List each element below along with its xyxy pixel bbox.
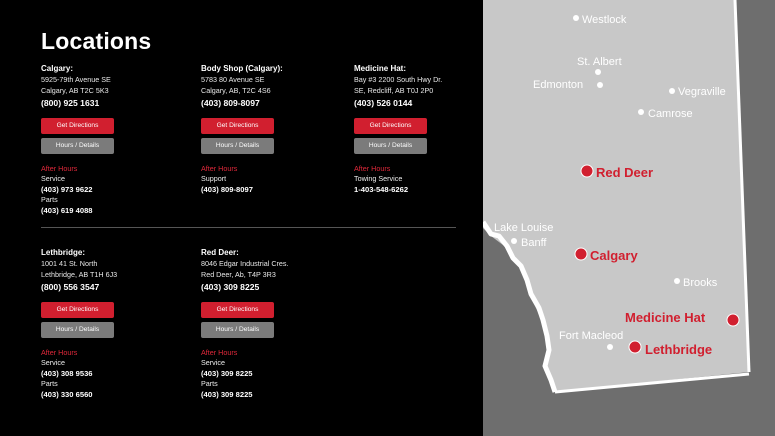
after-hours-service-phone[interactable]: (403) 973 9622 — [41, 185, 93, 194]
location-label-red-deer[interactable]: Red Deer — [596, 165, 653, 180]
address-line-1: Bay #3 2200 South Hwy Dr. — [354, 75, 443, 84]
city-dot — [607, 344, 613, 350]
province-border-south — [554, 372, 750, 394]
hours-details-button[interactable]: Hours / Details — [41, 138, 114, 154]
hours-details-button[interactable]: Hours / Details — [201, 138, 274, 154]
province-border-west — [483, 220, 558, 393]
address-line-2: SE, Redcliff, AB T0J 2P0 — [354, 86, 434, 95]
address-line-1: 5783 80 Avenue SE — [201, 75, 265, 84]
city-label: Vegraville — [678, 86, 726, 98]
city-dot — [674, 278, 680, 284]
get-directions-button[interactable]: Get Directions — [41, 302, 114, 318]
after-hours-support-label: Support — [201, 174, 227, 183]
after-hours-service-phone[interactable]: (403) 309 8225 — [201, 369, 253, 378]
after-hours-parts-label: Parts — [41, 195, 58, 204]
city-dot — [595, 69, 601, 75]
location-name: Medicine Hat: — [354, 64, 407, 73]
after-hours-label: After Hours — [41, 164, 78, 173]
get-directions-button[interactable]: Get Directions — [201, 302, 274, 318]
main-phone[interactable]: (800) 925 1631 — [41, 98, 100, 108]
city-label: St. Albert — [577, 56, 622, 68]
address-line-2: Calgary, AB, T2C 4S6 — [201, 86, 271, 95]
city-label: Camrose — [648, 108, 693, 120]
location-card-red-deer: Red Deer: 8046 Edgar Industrial Cres. Re… — [201, 248, 351, 400]
city-label: Brooks — [683, 277, 718, 289]
location-label-lethbridge[interactable]: Lethbridge — [645, 342, 712, 357]
after-hours-parts-phone[interactable]: (403) 309 8225 — [201, 390, 253, 399]
hours-details-button[interactable]: Hours / Details — [41, 322, 114, 338]
after-hours-parts-label: Parts — [41, 379, 58, 388]
location-label-medicine-hat[interactable]: Medicine Hat — [625, 310, 706, 325]
main-phone[interactable]: (800) 556 3547 — [41, 282, 100, 292]
address-line-2: Calgary, AB T2C 5K3 — [41, 86, 109, 95]
location-card-lethbridge: Lethbridge: 1001 41 St. North Lethbridge… — [41, 248, 191, 400]
province-region — [483, 0, 749, 392]
address-line-1: 1001 41 St. North — [41, 259, 98, 268]
locations-panel: Locations Calgary: 5925-79th Avenue SE C… — [41, 28, 456, 400]
location-card-medicine-hat: Medicine Hat: Bay #3 2200 South Hwy Dr. … — [354, 64, 504, 195]
location-name: Red Deer: — [201, 248, 239, 257]
page-title: Locations — [41, 28, 152, 54]
location-marker-red-deer[interactable] — [580, 164, 594, 178]
city-label: Banff — [521, 237, 547, 249]
after-hours-service-label: Service — [201, 358, 225, 367]
after-hours-label: After Hours — [41, 348, 78, 357]
after-hours-service-phone[interactable]: (403) 308 9536 — [41, 369, 93, 378]
after-hours-parts-phone[interactable]: (403) 330 6560 — [41, 390, 93, 399]
after-hours-label: After Hours — [201, 348, 238, 357]
city-label: Lake Louise — [494, 222, 553, 234]
hours-details-button[interactable]: Hours / Details — [354, 138, 427, 154]
hours-details-button[interactable]: Hours / Details — [201, 322, 274, 338]
location-marker-medicine-hat[interactable] — [726, 313, 740, 327]
province-border-east — [733, 0, 751, 373]
after-hours-parts-label: Parts — [201, 379, 218, 388]
location-label-calgary[interactable]: Calgary — [590, 248, 638, 263]
location-marker-lethbridge[interactable] — [628, 340, 642, 354]
location-card-calgary: Calgary: 5925-79th Avenue SE Calgary, AB… — [41, 64, 191, 216]
city-dot — [638, 109, 644, 115]
main-phone[interactable]: (403) 809-8097 — [201, 98, 260, 108]
address-line-1: 8046 Edgar Industrial Cres. — [201, 259, 289, 268]
city-dot — [669, 88, 675, 94]
address-line-2: Lethbridge, AB T1H 6J3 — [41, 270, 118, 279]
get-directions-button[interactable]: Get Directions — [41, 118, 114, 134]
get-directions-button[interactable]: Get Directions — [201, 118, 274, 134]
location-name: Calgary: — [41, 64, 74, 73]
city-label: Edmonton — [533, 79, 583, 91]
location-name: Body Shop (Calgary): — [201, 64, 283, 73]
location-marker-calgary[interactable] — [574, 247, 588, 261]
address-line-2: Red Deer, Ab, T4P 3R3 — [201, 270, 276, 279]
after-hours-service-label: Service — [41, 358, 65, 367]
city-dot — [597, 82, 603, 88]
city-dot — [573, 15, 579, 21]
city-dot — [511, 238, 517, 244]
main-phone[interactable]: (403) 526 0144 — [354, 98, 413, 108]
after-hours-towing-label: Towing Service — [354, 174, 403, 183]
after-hours-label: After Hours — [354, 164, 391, 173]
after-hours-service-label: Service — [41, 174, 65, 183]
after-hours-support-phone[interactable]: (403) 809-8097 — [201, 185, 253, 194]
alberta-map[interactable]: Westlock St. Albert Edmonton Vegraville … — [483, 0, 775, 436]
after-hours-label: After Hours — [201, 164, 238, 173]
city-label: Fort Macleod — [559, 330, 623, 342]
city-label: Westlock — [582, 14, 627, 26]
after-hours-parts-phone[interactable]: (403) 619 4088 — [41, 206, 93, 215]
address-line-1: 5925-79th Avenue SE — [41, 75, 111, 84]
section-divider — [41, 227, 456, 228]
main-phone[interactable]: (403) 309 8225 — [201, 282, 260, 292]
location-card-body-shop: Body Shop (Calgary): 5783 80 Avenue SE C… — [201, 64, 351, 195]
location-name: Lethbridge: — [41, 248, 85, 257]
get-directions-button[interactable]: Get Directions — [354, 118, 427, 134]
after-hours-towing-phone[interactable]: 1-403-548-6262 — [354, 185, 409, 194]
